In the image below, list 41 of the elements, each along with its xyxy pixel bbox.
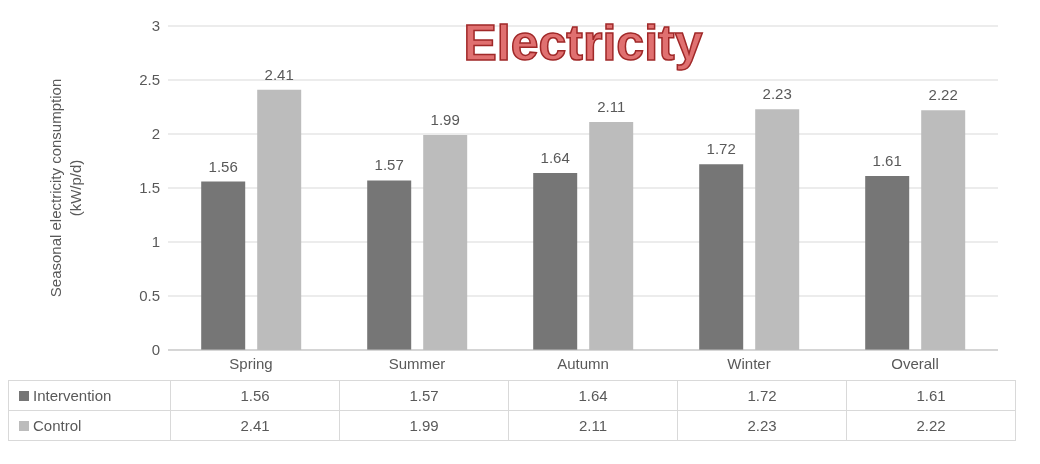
data-label: 2.23 (677, 410, 847, 441)
x-tick-label: Summer (388, 354, 446, 372)
bar (865, 176, 910, 350)
annotation: 1.64 (540, 148, 570, 166)
y-tick-label: 1.5 (139, 179, 160, 197)
annotation: 1.61 (872, 152, 902, 170)
data-label: 1.56 (170, 380, 340, 411)
x-tick-label: Overall (891, 354, 939, 372)
chart-title: Electricity (463, 15, 703, 71)
data-label: 1.57 (339, 380, 509, 411)
data-label: 1.72 (677, 380, 847, 411)
annotation: 2.22 (928, 86, 958, 104)
y-axis-title: Seasonal electricity consumption (kW/p/d) (47, 78, 84, 298)
bar (367, 180, 412, 350)
annotation: 1.72 (706, 140, 736, 158)
x-tick-label: Winter (727, 354, 771, 372)
data-label: 2.11 (508, 410, 678, 441)
y-tick-label: 1 (151, 233, 160, 251)
annotation: 2.41 (264, 65, 294, 83)
y-tick-label: 0 (151, 341, 160, 359)
y-tick-label: 3 (151, 17, 160, 35)
data-label: 1.64 (508, 380, 678, 411)
legend-label: Control (8, 410, 171, 441)
annotation: 1.57 (374, 156, 404, 174)
bar (533, 172, 578, 350)
annotation: 2.11 (597, 98, 626, 116)
data-label: 2.22 (846, 410, 1016, 441)
legend-label: Intervention (8, 380, 171, 411)
y-tick-label: 2 (151, 125, 160, 143)
data-label: 1.99 (339, 410, 509, 441)
annotation: 1.56 (208, 157, 238, 175)
y-tick-label: 0.5 (139, 287, 160, 305)
x-tick-label: Spring (229, 354, 273, 372)
annotation: 2.23 (762, 85, 792, 103)
annotation: 1.99 (430, 111, 460, 129)
x-tick-label: Autumn (557, 354, 609, 372)
data-label: 1.61 (846, 380, 1016, 411)
data-label: 2.41 (170, 410, 340, 441)
bar (201, 181, 246, 350)
y-tick-label: 2.5 (139, 71, 160, 89)
bar (699, 164, 744, 350)
